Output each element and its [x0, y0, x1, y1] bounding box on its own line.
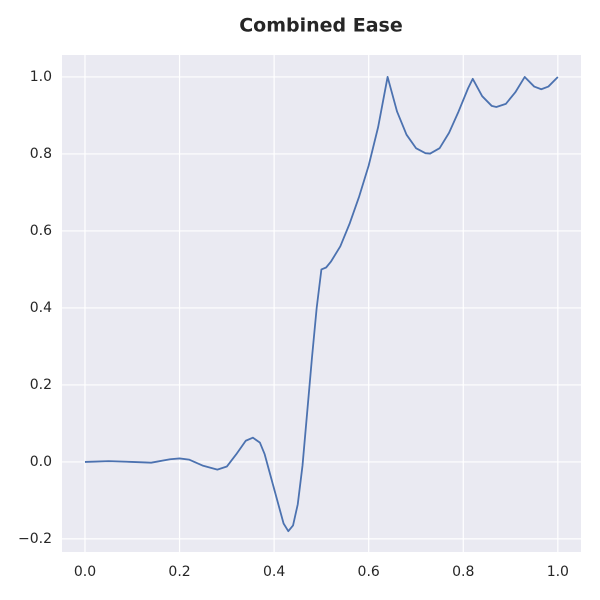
chart-title: Combined Ease [239, 15, 403, 37]
x-tick-label: 0.8 [452, 564, 474, 580]
x-tick-label: 0.0 [74, 564, 96, 580]
y-tick-label: −0.2 [18, 531, 52, 547]
y-tick-label: 0.0 [30, 454, 52, 470]
y-tick-label: 0.6 [30, 223, 52, 239]
x-tick-label: 0.2 [168, 564, 190, 580]
y-tick-label: 0.4 [30, 300, 52, 316]
x-tick-label: 1.0 [547, 564, 569, 580]
y-tick-label: 1.0 [30, 69, 52, 85]
y-tick-label: 0.8 [30, 146, 52, 162]
plot-area [62, 55, 581, 552]
x-tick-label: 0.6 [358, 564, 380, 580]
x-tick-label: 0.4 [263, 564, 285, 580]
y-tick-label: 0.2 [30, 377, 52, 393]
line [84, 76, 559, 533]
